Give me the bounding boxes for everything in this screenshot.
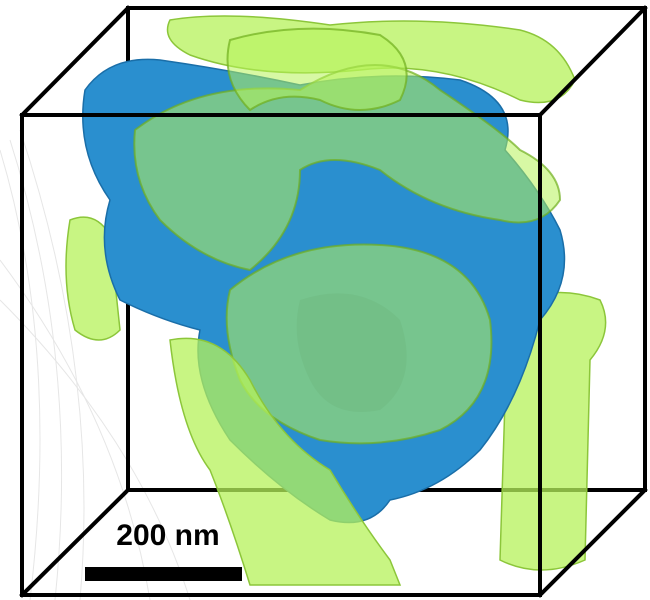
scale-bar-label: 200 nm xyxy=(116,519,219,552)
render-view: 200 nm xyxy=(0,0,650,600)
scale-bar xyxy=(85,567,242,581)
